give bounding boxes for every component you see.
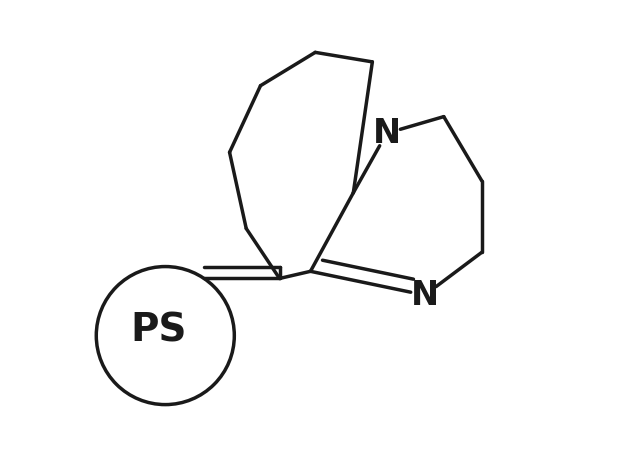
- Text: N: N: [411, 278, 439, 312]
- Text: PS: PS: [130, 312, 186, 350]
- Text: N: N: [372, 117, 401, 150]
